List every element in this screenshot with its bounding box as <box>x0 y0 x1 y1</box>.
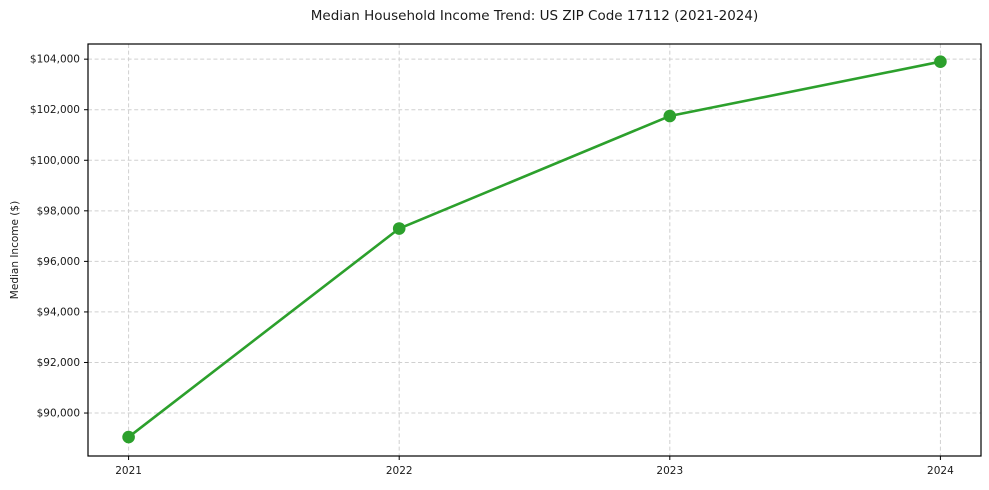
y-tick-label: $90,000 <box>37 408 80 420</box>
plot-border <box>87 43 982 457</box>
x-tick-label: 2024 <box>927 465 954 477</box>
x-tick-label: 2022 <box>386 465 413 477</box>
y-tick-label: $98,000 <box>37 205 80 217</box>
data-point <box>392 222 406 235</box>
y-tick-label: $104,000 <box>30 54 80 66</box>
data-point <box>663 109 677 123</box>
chart-title: Median Household Income Trend: US ZIP Co… <box>310 8 759 24</box>
data-point <box>122 430 135 444</box>
trend-line <box>127 60 942 439</box>
y-tick-label: $94,000 <box>37 306 80 318</box>
y-tick-label: $100,000 <box>30 155 80 167</box>
data-point <box>934 55 947 68</box>
y-tick-label: $92,000 <box>37 357 80 369</box>
y-tick-label: $102,000 <box>30 104 80 116</box>
x-tick-label: 2023 <box>656 465 683 477</box>
x-tick-label: 2021 <box>115 465 142 477</box>
y-tick-label: $96,000 <box>37 256 80 268</box>
